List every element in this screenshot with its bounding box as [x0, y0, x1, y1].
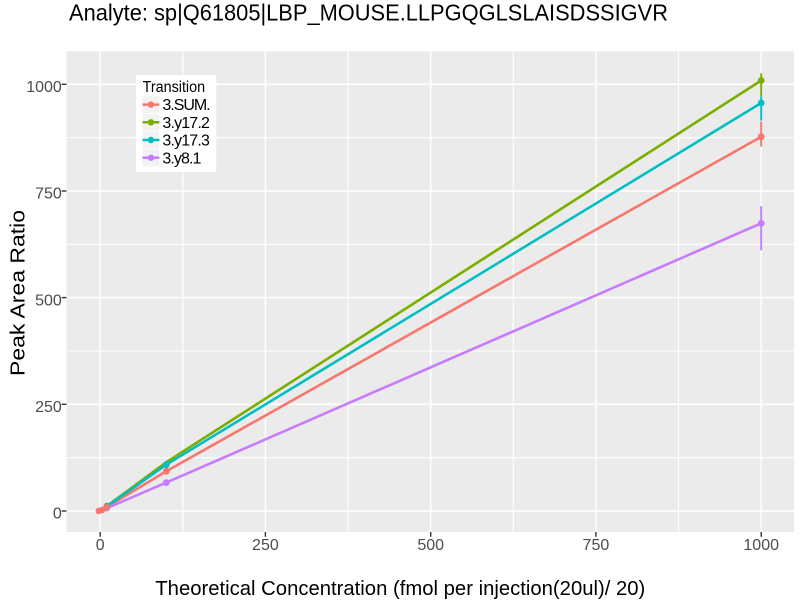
svg-text:0: 0	[96, 537, 105, 554]
svg-text:3.y17.2: 3.y17.2	[162, 115, 210, 132]
svg-text:500: 500	[417, 537, 444, 554]
svg-text:1000: 1000	[26, 79, 62, 96]
svg-text:1000: 1000	[743, 537, 779, 554]
svg-text:Peak Area Ratio: Peak Area Ratio	[8, 210, 30, 376]
svg-text:500: 500	[35, 292, 62, 309]
svg-text:250: 250	[35, 399, 62, 416]
svg-text:3.y17.3: 3.y17.3	[162, 133, 210, 150]
svg-text:3.y8.1: 3.y8.1	[162, 151, 201, 168]
svg-text:750: 750	[583, 537, 610, 554]
svg-text:750: 750	[35, 186, 62, 203]
svg-text:250: 250	[252, 537, 279, 554]
svg-text:Theoretical Concentration (fmo: Theoretical Concentration (fmol per inje…	[155, 578, 645, 600]
svg-text:3.SUM.: 3.SUM.	[162, 97, 210, 114]
svg-text:Transition: Transition	[143, 79, 206, 96]
svg-text:Analyte: sp|Q61805|LBP_MOUSE.L: Analyte: sp|Q61805|LBP_MOUSE.LLPGQGLSLAI…	[69, 0, 668, 26]
svg-text:0: 0	[53, 506, 62, 523]
